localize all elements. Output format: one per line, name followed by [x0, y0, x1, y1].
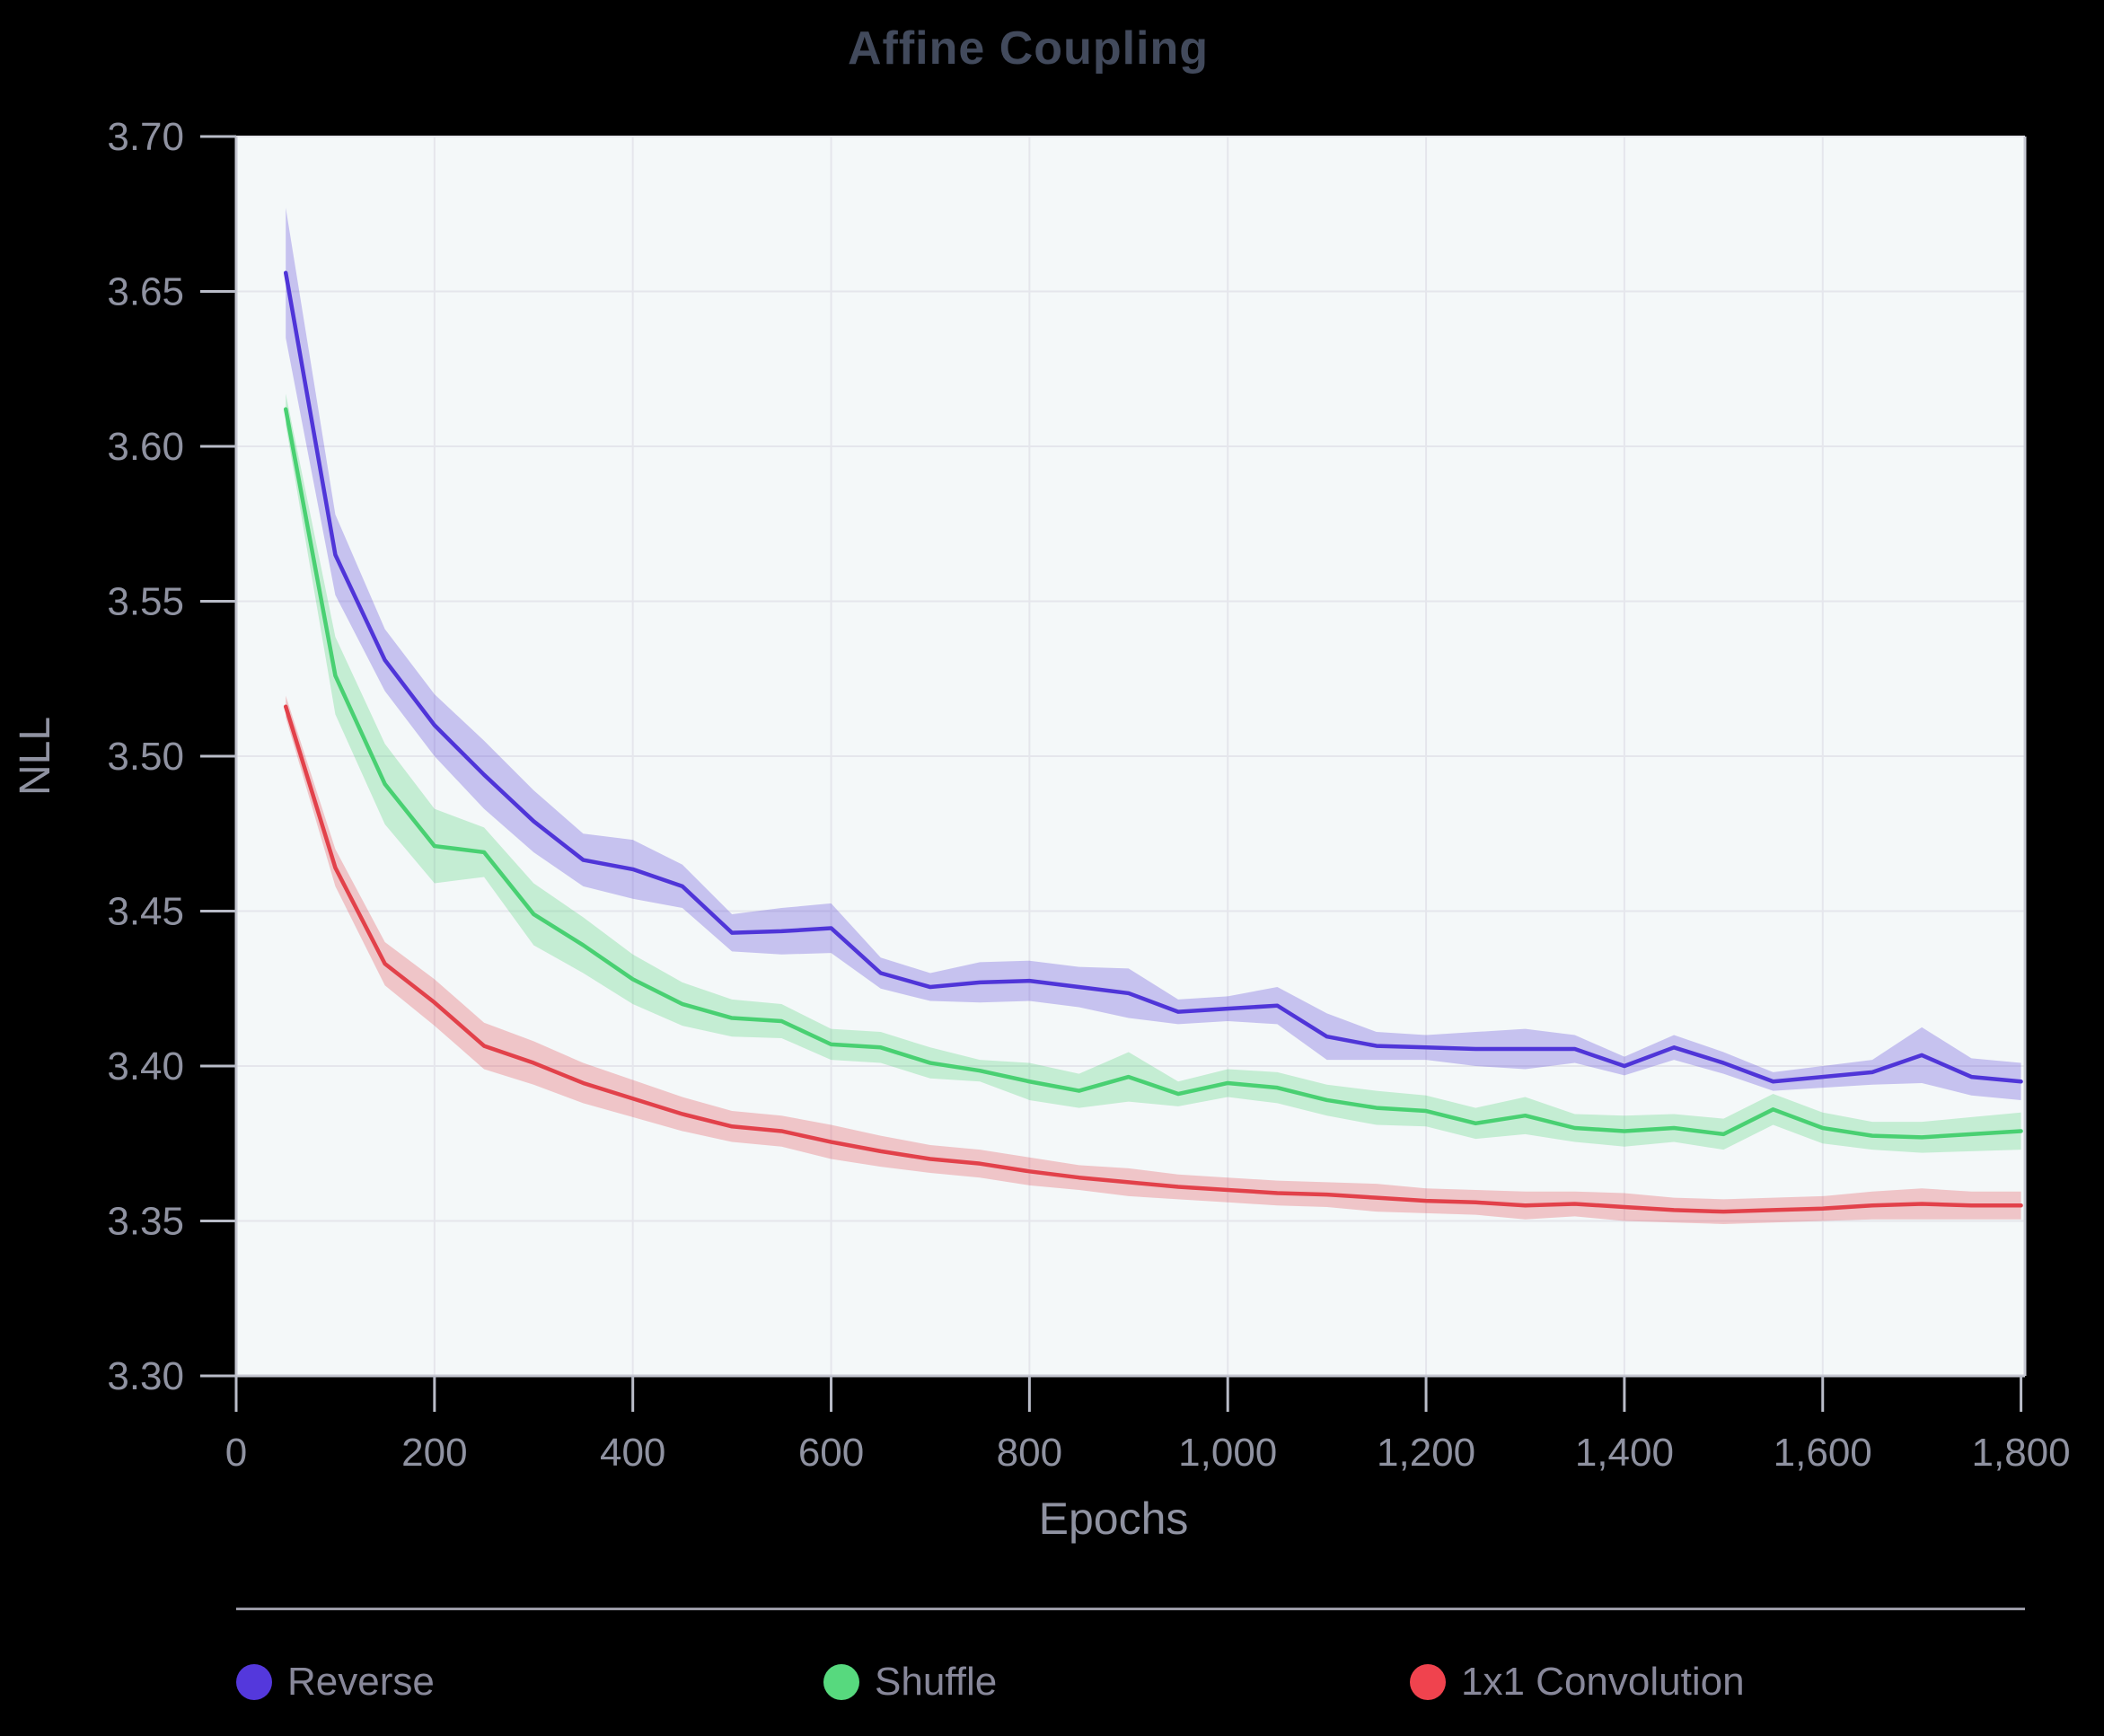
legend-item-reverse[interactable]: Reverse [236, 1657, 435, 1707]
1x1-convolution-line [283, 704, 2023, 1214]
reverse-series-swatch-icon [236, 1664, 272, 1700]
y-tick-label-8: 3.70 [107, 115, 184, 159]
legend-divider [236, 1608, 2025, 1610]
legend-label-1x1-convolution: 1x1 Convolution [1461, 1660, 1745, 1704]
x-tick-label-1: 200 [401, 1431, 467, 1475]
y-tick-label-5: 3.55 [107, 580, 184, 624]
convolution-series-swatch-icon [1410, 1664, 1446, 1700]
y-axis-label: NLL [12, 716, 59, 797]
y-tick-label-2: 3.40 [107, 1044, 184, 1088]
y-tick-label-7: 3.65 [107, 270, 184, 314]
chart-title: Affine Coupling [847, 22, 1210, 75]
shuffle-series-swatch-icon [823, 1664, 859, 1700]
y-tick-label-6: 3.60 [107, 425, 184, 469]
y-tick-label-3: 3.45 [107, 890, 184, 934]
x-tick-label-0: 0 [225, 1431, 247, 1475]
legend-item-shuffle[interactable]: Shuffle [823, 1657, 997, 1707]
x-tick-label-8: 1,600 [1774, 1431, 1872, 1475]
y-tick-label-0: 3.30 [107, 1354, 184, 1398]
legend-label-reverse: Reverse [287, 1660, 435, 1704]
x-tick-label-9: 1,800 [1972, 1431, 2071, 1475]
x-tick-label-4: 800 [997, 1431, 1062, 1475]
legend-item-1x1-convolution[interactable]: 1x1 Convolution [1410, 1657, 1745, 1707]
x-tick-label-7: 1,400 [1575, 1431, 1674, 1475]
x-tick-label-3: 600 [798, 1431, 864, 1475]
reverse-line [283, 270, 2023, 1084]
y-tick-label-1: 3.35 [107, 1200, 184, 1244]
x-tick-label-2: 400 [600, 1431, 665, 1475]
x-tick-label-5: 1,000 [1178, 1431, 1277, 1475]
legend: Reverse Shuffle 1x1 Convolution [0, 1657, 2104, 1711]
y-tick-label-4: 3.50 [107, 735, 184, 779]
legend-label-shuffle: Shuffle [875, 1660, 998, 1704]
x-axis-label: Epochs [1038, 1494, 1189, 1544]
shuffle-line [283, 407, 2023, 1140]
x-tick-label-6: 1,200 [1377, 1431, 1475, 1475]
